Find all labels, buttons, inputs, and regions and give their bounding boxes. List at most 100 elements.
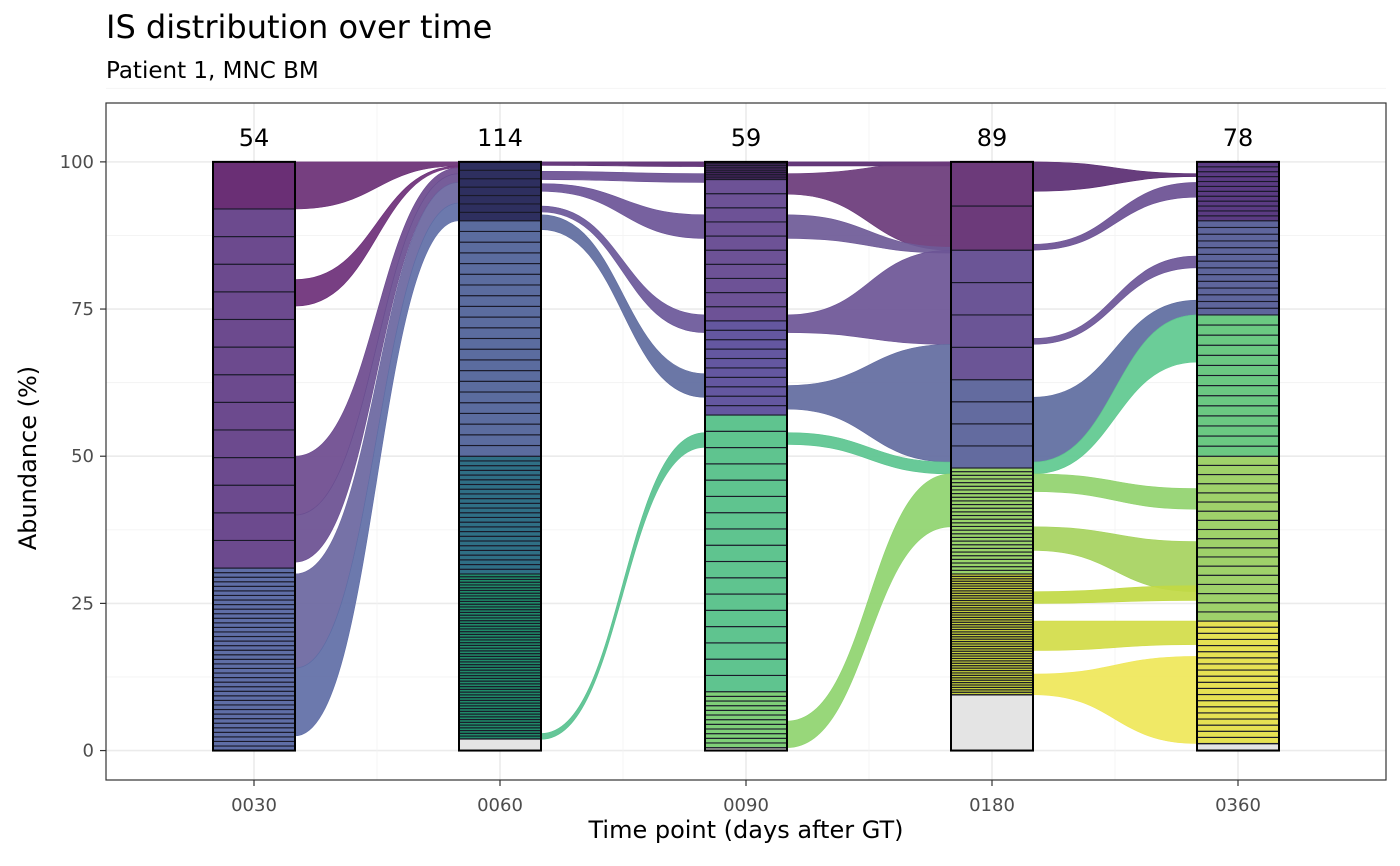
stack-segment [212,457,296,486]
stack-other-segment [1196,742,1280,752]
stack-segment [212,663,296,669]
stack-segment [1196,195,1280,202]
stack-segment [458,563,542,570]
stack-segment [458,370,542,382]
stack-segment [458,554,542,561]
stack-segment [1196,166,1280,173]
stack-segment [704,560,788,579]
stack-segment [704,348,788,360]
stack-segment [1196,687,1280,696]
stack-segment [1196,307,1280,316]
stack-segment [212,631,296,638]
stack-segment [1196,334,1280,346]
stack-segment [458,488,542,495]
stack-segment [458,203,542,213]
stack-segment [1196,395,1280,407]
stack-segment [1196,473,1280,485]
stack-segment [1196,492,1280,503]
stack-segment [1196,287,1280,296]
stack-outline [1196,160,1280,752]
stack-segment [704,737,788,744]
stack-segment [458,493,542,500]
y-tick-label: 50 [71,446,94,467]
stack-segment [704,193,788,209]
stack-segment [458,479,542,486]
stack-segment [458,412,542,425]
stack-segment [458,402,542,414]
stack-segment [1196,247,1280,255]
stack-segment [1196,644,1280,653]
stack-segment [1196,210,1280,217]
x-tick-label: 0090 [723,795,769,816]
stack-segment [212,645,296,651]
stack-other-segment [950,693,1034,752]
stack-segment [458,444,542,457]
count-label-0360: 78 [1223,124,1254,152]
stack-segment [1196,651,1280,659]
count-label-0030: 54 [239,124,270,152]
x-tick-label: 0180 [969,795,1015,816]
stack-segment [704,357,788,369]
stack-segment [1196,171,1280,178]
stack-segment [458,516,542,523]
stack-outline [704,160,788,752]
stack-segment [458,241,542,254]
stack-segment [950,445,1034,469]
stack-segment [458,186,542,197]
stack-segment [704,463,788,481]
stack-segment [458,434,542,447]
stack-segment [704,700,788,707]
stack-segment [950,314,1034,348]
stack-segment [704,447,788,465]
stack-segment [212,263,296,293]
stack-segment [1196,464,1280,476]
stack-segment [212,576,296,583]
stack-segment [704,642,788,660]
stack-segment [704,723,788,730]
stack-segment [212,581,296,587]
plot-border [105,102,1387,781]
stack-segment [704,528,788,546]
stack-segment [704,691,788,697]
stack-segment [212,572,296,578]
stack-segment [704,320,788,331]
y-axis: 0 25 50 75 100 [60,152,106,762]
stack-segment [212,613,296,619]
stack-segment [458,531,542,537]
stack-segment [1196,730,1280,738]
stack-column-0360 [1196,160,1280,752]
stack-segment [212,401,296,431]
stack-segment [458,178,542,188]
x-tick-label: 0360 [1215,795,1261,816]
stack-segment [1196,180,1280,187]
stack-segment [950,205,1034,251]
stack-segment [704,705,788,711]
y-tick-label: 0 [83,741,94,762]
x-tick-label: 0060 [477,795,523,816]
stack-segment [1196,324,1280,336]
stack-segment [950,401,1034,425]
stack-segment [704,207,788,223]
column-stacks [212,160,1280,752]
stack-segment [458,337,542,350]
stack-segment [212,686,296,692]
stack-segment [704,544,788,563]
stack-segment [1196,200,1280,207]
stack-segment [704,235,788,251]
stack-segment [212,599,296,606]
stack-segment [212,590,296,596]
stack-segment [212,654,296,660]
stack-segment [704,695,788,702]
stack-segment [704,339,788,350]
stack-segment [458,423,542,436]
y-tick-label: 25 [71,593,94,614]
stack-segment [212,718,296,724]
stack-segment [1196,675,1280,683]
stack-segment [1196,593,1280,604]
stack-segment [950,346,1034,381]
stack-segment [458,549,542,556]
stack-segment [212,690,296,697]
stack-segment [1196,483,1280,494]
stack-segment [458,295,542,307]
